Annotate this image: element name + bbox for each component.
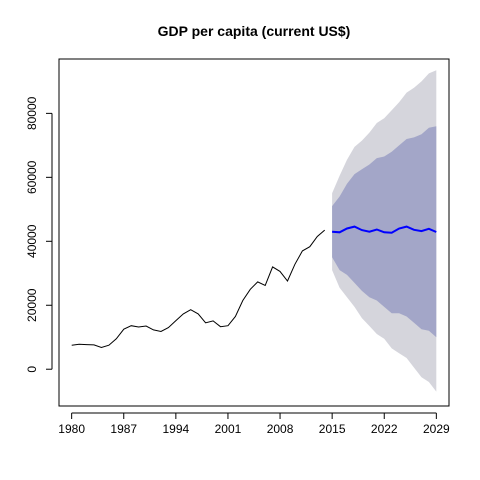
x-tick-label: 2001 (215, 422, 242, 436)
history-line (71, 229, 326, 349)
y-tick-label: 40000 (25, 224, 39, 258)
x-tick-label: 2008 (267, 422, 294, 436)
x-tick-label: 2015 (319, 422, 346, 436)
x-tick-label: 1980 (58, 422, 85, 436)
x-tick-label: 2029 (423, 422, 450, 436)
x-tick-label: 1987 (110, 422, 137, 436)
x-tick-label: 1994 (162, 422, 189, 436)
series-lines (71, 225, 437, 349)
chart-title: GDP per capita (current US$) (158, 23, 351, 39)
y-axis: 0 20000 40000 60000 80000 (25, 96, 53, 373)
forecast-line (332, 225, 437, 234)
x-axis: 1980 1987 1994 2001 2008 2015 2022 2029 (58, 412, 450, 436)
y-tick-label: 60000 (25, 160, 39, 194)
y-tick-label: 20000 (25, 288, 39, 322)
y-tick-label: 80000 (25, 96, 39, 130)
y-tick-label: 0 (25, 366, 39, 373)
plot-frame (58, 58, 450, 407)
x-tick-label: 2022 (371, 422, 398, 436)
